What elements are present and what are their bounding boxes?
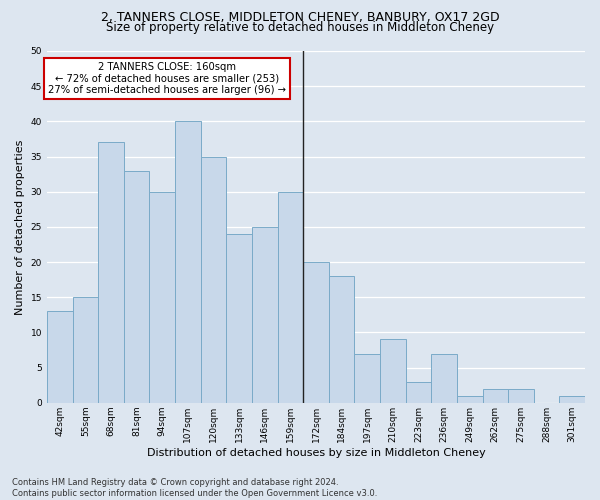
Bar [559, 396, 585, 403]
Bar [47, 312, 73, 403]
Bar [200, 156, 226, 403]
Text: Contains HM Land Registry data © Crown copyright and database right 2024.
Contai: Contains HM Land Registry data © Crown c… [12, 478, 377, 498]
Y-axis label: Number of detached properties: Number of detached properties [15, 139, 25, 314]
Bar [380, 340, 406, 403]
Bar [252, 227, 278, 403]
Bar [226, 234, 252, 403]
Bar [457, 396, 482, 403]
Bar [149, 192, 175, 403]
Bar [355, 354, 380, 403]
Text: 2 TANNERS CLOSE: 160sqm
← 72% of detached houses are smaller (253)
27% of semi-d: 2 TANNERS CLOSE: 160sqm ← 72% of detache… [49, 62, 286, 95]
Bar [482, 388, 508, 403]
Text: 2, TANNERS CLOSE, MIDDLETON CHENEY, BANBURY, OX17 2GD: 2, TANNERS CLOSE, MIDDLETON CHENEY, BANB… [101, 11, 499, 24]
Bar [303, 262, 329, 403]
Bar [278, 192, 303, 403]
Bar [508, 388, 534, 403]
Bar [406, 382, 431, 403]
X-axis label: Distribution of detached houses by size in Middleton Cheney: Distribution of detached houses by size … [146, 448, 485, 458]
Text: Size of property relative to detached houses in Middleton Cheney: Size of property relative to detached ho… [106, 22, 494, 35]
Bar [124, 170, 149, 403]
Bar [329, 276, 355, 403]
Bar [175, 122, 200, 403]
Bar [431, 354, 457, 403]
Bar [73, 298, 98, 403]
Bar [98, 142, 124, 403]
